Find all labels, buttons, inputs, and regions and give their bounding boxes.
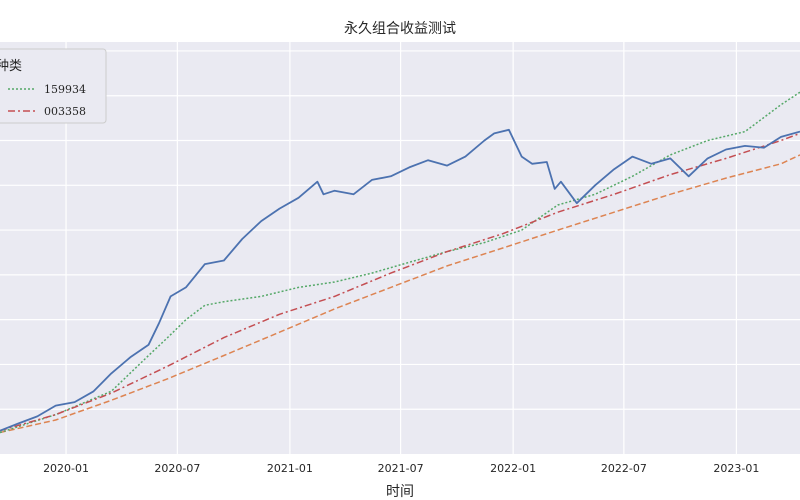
grid-lines: [0, 42, 800, 454]
plot-area: [0, 42, 800, 454]
series-lines: [0, 91, 800, 434]
series-line-003358: [0, 132, 800, 432]
x-tick-label-4: 2022-01: [490, 462, 536, 475]
x-tick-labels: 2020-01 2020-07 2021-01 2021-07 2022-01 2022-…: [43, 462, 759, 475]
x-tick-label-3: 2021-07: [378, 462, 424, 475]
x-tick-label-0: 2020-01: [43, 462, 89, 475]
x-tick-label-2: 2021-01: [267, 462, 313, 475]
x-tick-label-5: 2022-07: [601, 462, 647, 475]
legend-label-159934: 159934: [44, 83, 86, 96]
x-tick-label-6: 2023-01: [713, 462, 759, 475]
x-tick-label-1: 2020-07: [154, 462, 200, 475]
series-line-159934: [0, 91, 800, 434]
series-line-unlabeled-3: [0, 154, 800, 434]
legend-title: 种类: [0, 59, 22, 74]
legend-label-003358: 003358: [44, 105, 86, 118]
legend-box: [0, 48, 107, 124]
x-axis-label: 时间: [386, 484, 414, 500]
legend: 种类 159934 003358: [0, 48, 107, 124]
series-line-unlabeled-0: [0, 128, 800, 432]
chart-title: 永久组合收益测试: [344, 21, 456, 37]
